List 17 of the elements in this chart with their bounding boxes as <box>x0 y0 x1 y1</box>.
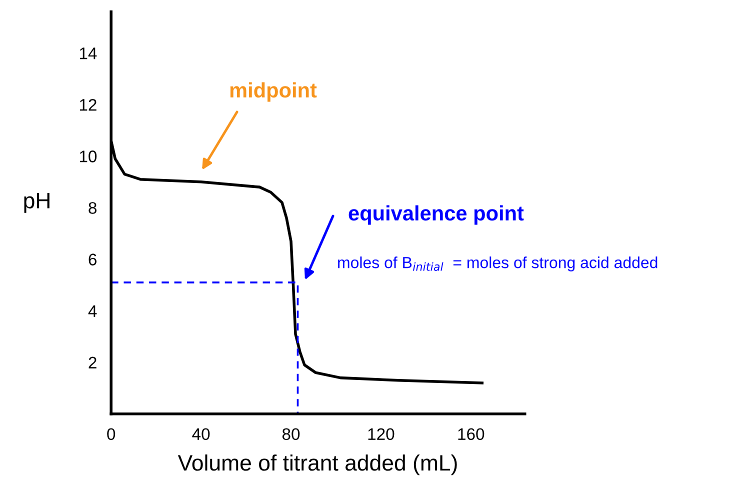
y-tick-label: 12 <box>80 98 96 111</box>
y-axis-title: pH <box>24 192 50 213</box>
x-tick-label: 120 <box>368 428 394 440</box>
annotation: equivalence point <box>348 205 524 225</box>
x-axis-title: Volume of titrant added (mL) <box>178 454 457 476</box>
x-tick-label: 160 <box>458 428 484 440</box>
x-tick-label: 0 <box>107 428 116 440</box>
annotation: moles of B$_{initial}$ = moles of strong acid added <box>338 256 658 272</box>
annotation: midpoint <box>230 82 317 102</box>
y-tick-label: 4 <box>88 305 97 317</box>
y-tick-label: 2 <box>88 356 96 368</box>
y-tick-label: 8 <box>88 202 96 214</box>
y-tick-label: 6 <box>88 254 96 266</box>
y-tick-label: 14 <box>80 48 97 60</box>
x-tick-label: 40 <box>192 428 210 440</box>
x-tick-label: 80 <box>282 428 300 440</box>
y-tick-label: 10 <box>80 150 97 162</box>
